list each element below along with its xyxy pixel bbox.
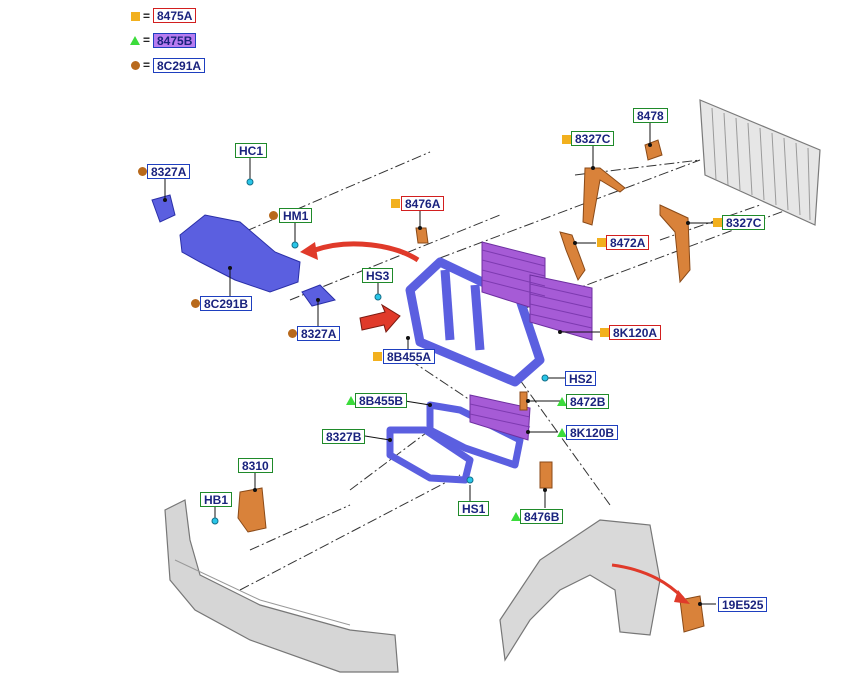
legend-triangle-icon xyxy=(130,36,140,45)
label-8k120a[interactable]: 8K120A xyxy=(609,325,662,340)
legend-eq-2: = xyxy=(143,33,151,47)
active-grille-shutters xyxy=(469,241,593,441)
air-deflector-shield xyxy=(151,194,336,307)
label-hs2[interactable]: HS2 xyxy=(565,371,597,386)
marker-circle-icon xyxy=(269,211,278,220)
label-8472a[interactable]: 8472A xyxy=(606,235,650,250)
label-8327a-top[interactable]: 8327A xyxy=(147,164,191,179)
arrows xyxy=(300,241,690,604)
marker-circle-icon xyxy=(288,329,297,338)
marker-square-icon xyxy=(373,352,382,361)
label-8476a[interactable]: 8476A xyxy=(401,196,445,211)
marker-square-icon xyxy=(562,135,571,144)
marker-triangle-icon xyxy=(346,396,356,405)
marker-square-icon xyxy=(713,218,722,227)
marker-square-icon xyxy=(391,199,400,208)
legend-square-icon xyxy=(131,12,140,21)
marker-triangle-icon xyxy=(511,512,521,521)
label-8327c-top[interactable]: 8327C xyxy=(571,131,615,146)
legend-code-8c291a: 8C291A xyxy=(153,58,206,73)
label-hs1[interactable]: HS1 xyxy=(458,501,490,516)
label-hc1[interactable]: HC1 xyxy=(235,143,268,158)
fasteners xyxy=(211,178,549,525)
label-8327c-right[interactable]: 8327C xyxy=(722,215,766,230)
label-8476b[interactable]: 8476B xyxy=(520,509,564,524)
label-8472b[interactable]: 8472B xyxy=(566,394,610,409)
leader-dots xyxy=(163,143,702,606)
radiator xyxy=(699,99,821,226)
label-8310[interactable]: 8310 xyxy=(238,458,273,473)
marker-circle-icon xyxy=(191,299,200,308)
label-8478[interactable]: 8478 xyxy=(633,108,668,123)
label-hb1[interactable]: HB1 xyxy=(200,492,233,507)
legend-circle-icon xyxy=(131,61,140,70)
lower-support-frame xyxy=(386,401,524,484)
label-hm1[interactable]: HM1 xyxy=(279,208,313,223)
label-hs3[interactable]: HS3 xyxy=(362,268,394,283)
legend-eq-3: = xyxy=(143,58,151,72)
legend-code-8475b: 8475B xyxy=(153,33,197,48)
marker-circle-icon xyxy=(138,167,147,176)
label-8k120b[interactable]: 8K120B xyxy=(566,425,619,440)
label-8c291b[interactable]: 8C291B xyxy=(200,296,253,311)
radiator-support xyxy=(405,257,545,387)
label-19e525[interactable]: 19E525 xyxy=(718,597,768,612)
fender xyxy=(499,519,661,662)
marker-square-icon xyxy=(597,238,606,247)
marker-triangle-icon xyxy=(557,428,567,437)
legend-code-8475a: 8475A xyxy=(153,8,197,23)
marker-square-icon xyxy=(600,328,609,337)
legend-eq-1: = xyxy=(143,9,151,23)
marker-triangle-icon xyxy=(557,397,567,406)
front-bumper xyxy=(164,499,399,673)
label-8327b[interactable]: 8327B xyxy=(322,429,366,444)
brackets xyxy=(237,139,705,633)
label-8327a-bottom[interactable]: 8327A xyxy=(297,326,341,341)
label-8b455b[interactable]: 8B455B xyxy=(355,393,408,408)
label-8b455a[interactable]: 8B455A xyxy=(383,349,436,364)
